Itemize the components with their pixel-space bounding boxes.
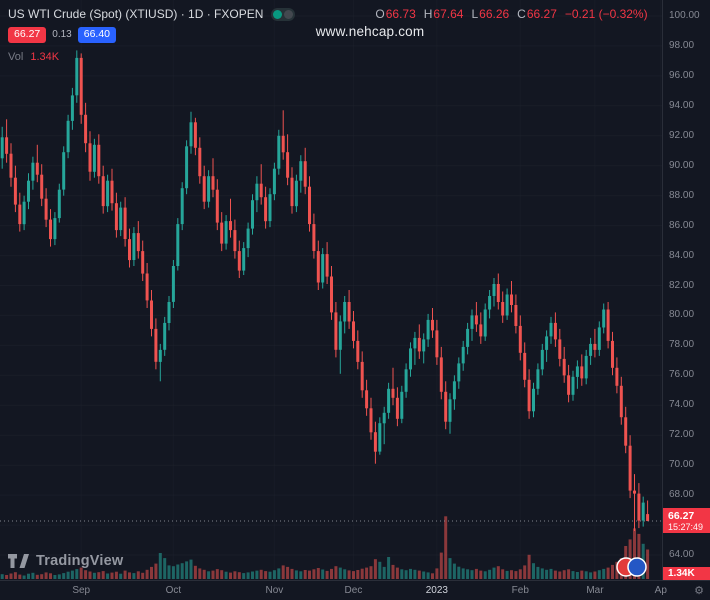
price-axis-label: 96.00 — [669, 69, 695, 81]
tradingview-logo-text: TradingView — [36, 553, 124, 569]
price-axis-label: 76.00 — [669, 369, 695, 381]
price-axis-label: 86.00 — [669, 219, 695, 231]
chart-pane[interactable]: www.nehcap.com US WTI Crude (Spot) (XTIU… — [0, 0, 663, 580]
tradingview-logo-icon — [8, 554, 29, 568]
legend-row-symbol: US WTI Crude (Spot) (XTIUSD) · 1D · FXOP… — [8, 7, 648, 21]
close-label: C — [517, 7, 526, 21]
high-value: 67.64 — [433, 7, 464, 21]
time-axis-label: 2023 — [425, 585, 448, 596]
price-axis-label: 72.00 — [669, 429, 695, 441]
chart-legend: US WTI Crude (Spot) (XTIUSD) · 1D · FXOP… — [8, 7, 648, 63]
price-axis-label: 78.00 — [669, 339, 695, 351]
tradingview-logo[interactable]: TradingView — [8, 553, 123, 569]
last-price-value: 66.27 — [668, 510, 695, 522]
visibility-toggle[interactable] — [271, 7, 296, 21]
price-axis-label: 70.00 — [669, 459, 695, 471]
volume-value: 1.34K — [30, 50, 60, 63]
broker-logo-icon — [616, 556, 648, 578]
candlestick-chart[interactable] — [0, 0, 663, 580]
low-label: L — [471, 7, 479, 21]
watermark-text: www.nehcap.com — [315, 24, 425, 39]
price-axis-label: 68.00 — [669, 489, 695, 501]
toggle-on-dot-icon — [273, 9, 283, 19]
symbol-title[interactable]: US WTI Crude (Spot) (XTIUSD) · 1D · FXOP… — [8, 7, 264, 21]
change-value: −0.21 (−0.32%) — [564, 7, 648, 21]
time-axis-label: Sep — [72, 585, 91, 596]
close-value: 66.27 — [526, 7, 557, 21]
price-axis-label: 64.00 — [669, 549, 695, 560]
time-axis-label: Feb — [511, 585, 529, 596]
time-axis-label: Oct — [165, 585, 182, 596]
open-value: 66.73 — [385, 7, 416, 21]
legend-row-trade: 66.27 0.13 66.40 — [8, 27, 648, 43]
price-axis-label: 100.00 — [669, 10, 700, 21]
low-value: 66.26 — [479, 7, 510, 21]
volume-axis-tag: 1.34K — [663, 567, 710, 580]
time-axis[interactable]: Sep Oct Nov Dec 2023 Feb Mar Ap ⚙ — [0, 580, 710, 600]
price-axis-label: 84.00 — [669, 249, 695, 261]
legend-row-volume: Vol 1.34K — [8, 51, 648, 63]
toggle-off-dot-icon — [284, 9, 294, 19]
time-axis-label: Dec — [344, 585, 363, 596]
price-axis-label: 92.00 — [669, 129, 695, 141]
axis-settings-icon[interactable]: ⚙ — [694, 585, 704, 597]
price-axis-label: 94.00 — [669, 99, 695, 111]
price-axis-label: 80.00 — [669, 309, 695, 321]
bar-countdown: 15:27:49 — [668, 522, 704, 532]
time-axis-label: Mar — [586, 585, 604, 596]
high-label: H — [423, 7, 433, 21]
price-axis-label: 74.00 — [669, 399, 695, 411]
ohlc-values: O 66.73 H 67.64 L 66.26 C 66.27 −0.21 (−0.32… — [375, 7, 647, 21]
last-price-tag: 66.27 15:27:49 — [663, 508, 710, 533]
price-axis[interactable]: 64.0066.0068.0070.0072.0074.0076.0078.00… — [662, 0, 710, 580]
spread-value: 0.13 — [52, 29, 72, 41]
price-axis-label: 82.00 — [669, 279, 695, 291]
open-label: O — [375, 7, 385, 21]
price-axis-label: 90.00 — [669, 159, 695, 171]
time-axis-label: Ap — [654, 585, 667, 596]
price-axis-label: 98.00 — [669, 39, 695, 51]
price-axis-label: 88.00 — [669, 189, 695, 201]
volume-label: Vol — [8, 50, 24, 63]
sell-button[interactable]: 66.27 — [8, 27, 47, 43]
time-axis-label: Nov — [265, 585, 284, 596]
buy-button[interactable]: 66.40 — [77, 27, 117, 43]
